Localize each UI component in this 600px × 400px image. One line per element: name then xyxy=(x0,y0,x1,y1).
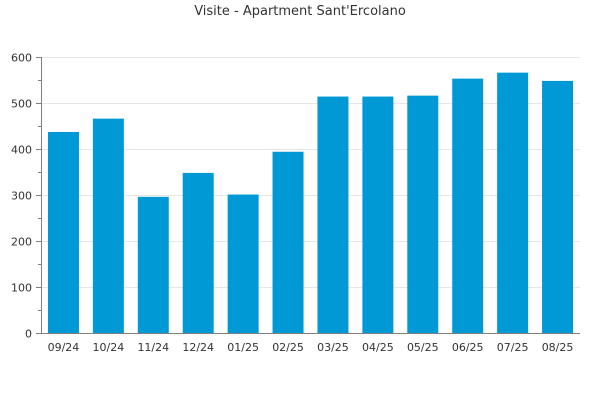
x-tick-label: 06/25 xyxy=(452,341,484,354)
bar xyxy=(92,118,124,333)
x-tick-label: 11/24 xyxy=(137,341,169,354)
y-tick-label: 200 xyxy=(11,236,32,249)
y-tick-label: 0 xyxy=(25,328,32,341)
x-tick-label: 07/25 xyxy=(497,341,529,354)
bar xyxy=(497,72,529,333)
chart-title: Visite - Apartment Sant'Ercolano xyxy=(194,4,406,19)
bar xyxy=(182,172,214,333)
bar xyxy=(407,95,439,333)
bar xyxy=(317,96,349,333)
x-tick-label: 12/24 xyxy=(182,341,214,354)
y-tick-label: 300 xyxy=(11,190,32,203)
y-tick-label: 100 xyxy=(11,282,32,295)
x-tick-label: 01/25 xyxy=(227,341,259,354)
x-tick-label: 05/25 xyxy=(407,341,439,354)
bar xyxy=(272,151,304,333)
bar xyxy=(452,78,484,334)
x-tick-label: 02/25 xyxy=(272,341,304,354)
y-tick-label: 500 xyxy=(11,98,32,111)
x-tick-label: 03/25 xyxy=(317,341,349,354)
x-tick-label: 10/24 xyxy=(93,341,125,354)
bar xyxy=(542,80,574,333)
bar xyxy=(47,131,79,333)
x-tick-label: 04/25 xyxy=(362,341,394,354)
y-tick-label: 600 xyxy=(11,52,32,65)
x-tick-label: 08/25 xyxy=(542,341,574,354)
bar xyxy=(137,196,169,333)
bar xyxy=(362,96,394,333)
x-tick-label: 09/24 xyxy=(48,341,80,354)
y-tick-label: 400 xyxy=(11,144,32,157)
bar xyxy=(227,194,259,333)
